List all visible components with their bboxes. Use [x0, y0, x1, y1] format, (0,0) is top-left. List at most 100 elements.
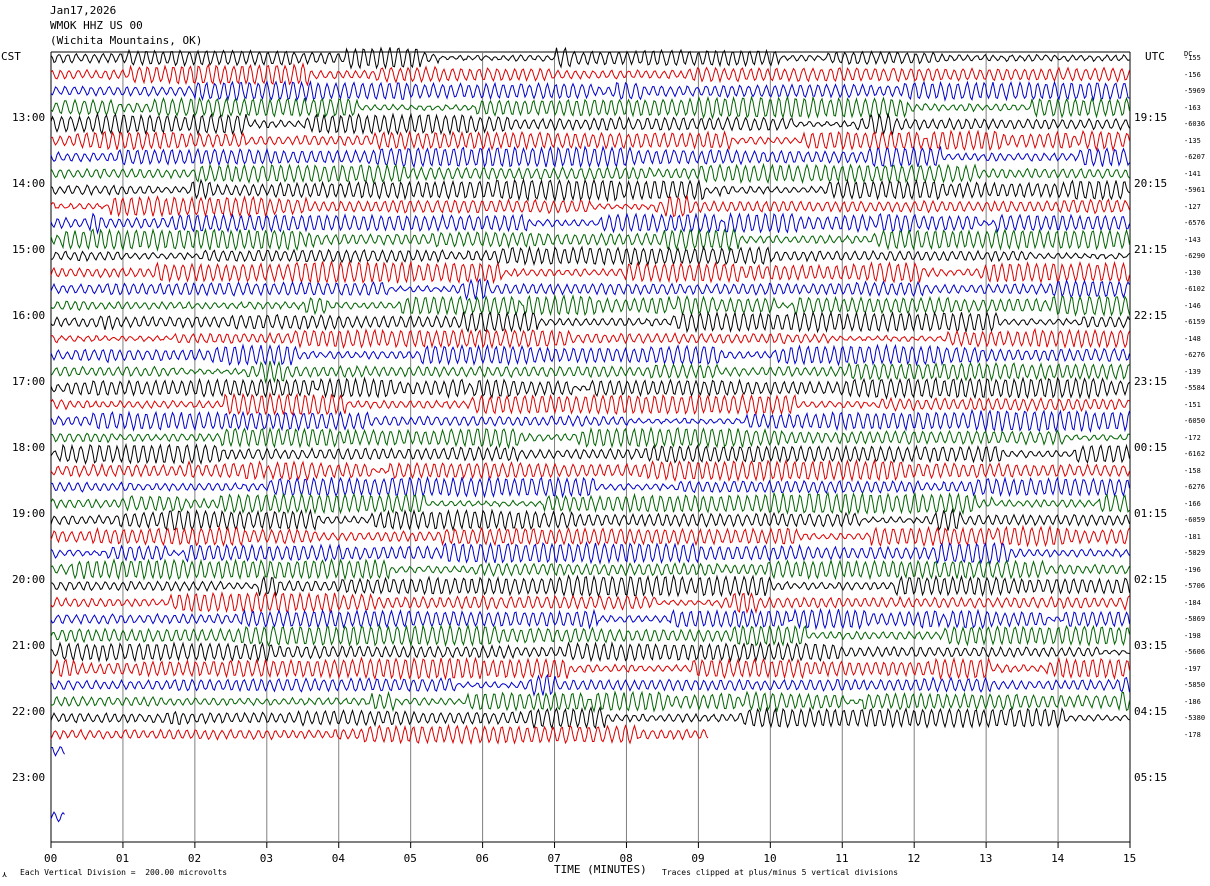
seismic-trace	[50, 227, 1130, 252]
partial-seismic-trace	[50, 811, 65, 823]
seismic-trace	[50, 46, 1130, 70]
seismic-trace	[50, 623, 1130, 648]
x-tick-label: 04	[331, 852, 345, 865]
seismic-trace	[50, 408, 1130, 434]
seismic-trace	[50, 690, 1130, 714]
dc-offset-label: -135	[1184, 136, 1201, 145]
left-hour-label: 22:00	[12, 705, 46, 718]
seismic-trace	[50, 259, 1130, 286]
seismic-traces	[50, 46, 1130, 823]
seismic-trace	[50, 391, 1130, 417]
dc-offset-label: -6207	[1184, 153, 1206, 161]
seismic-trace	[50, 195, 1130, 218]
seismic-trace	[50, 426, 1130, 450]
dc-offset-label: -5869	[1184, 615, 1206, 623]
dc-offset-label: -5969	[1184, 87, 1206, 95]
right-hour-label: 02:15	[1134, 573, 1168, 586]
clip-note: Traces clipped at plus/minus 5 vertical …	[662, 868, 899, 877]
seismic-trace	[50, 294, 1130, 317]
dc-offset-label: -5961	[1184, 186, 1206, 194]
dc-offset-label: -5829	[1184, 549, 1206, 557]
dc-offset-label: -181	[1184, 532, 1201, 541]
dc-offset-label: -5380	[1184, 714, 1206, 722]
seismic-trace	[51, 475, 1130, 499]
partial-seismic-trace	[51, 746, 65, 757]
dc-offset-label: -139	[1184, 367, 1201, 376]
dc-offset-label: -130	[1184, 268, 1201, 277]
seismic-trace	[50, 360, 1130, 385]
dc-offset-label: -141	[1184, 169, 1201, 178]
x-tick-label: 14	[1051, 852, 1065, 865]
x-tick-label: 08	[619, 852, 633, 865]
seismic-trace	[50, 343, 1130, 367]
dc-offset-label: -6050	[1184, 417, 1206, 425]
left-hour-label: 19:00	[12, 507, 46, 520]
x-tick-label: 01	[115, 852, 130, 865]
left-hour-label: 18:00	[12, 441, 46, 454]
dc-offset-label: -6576	[1184, 219, 1206, 227]
right-hour-label: 00:15	[1134, 441, 1168, 454]
seismic-trace	[50, 607, 1130, 631]
seismic-trace	[50, 557, 1130, 581]
dc-offset-label: -6102	[1184, 285, 1206, 293]
dc-offset-label: -196	[1184, 565, 1201, 574]
right-timezone-label: UTC	[1145, 50, 1165, 63]
dc-offset-label: -146	[1184, 301, 1201, 310]
dc-offset-label: -5706	[1184, 582, 1206, 590]
x-tick-label: 07	[547, 852, 561, 865]
left-hour-label: 21:00	[12, 639, 46, 652]
dc-offset-label: -127	[1184, 202, 1201, 211]
seismic-trace	[50, 507, 1130, 532]
seismic-trace	[50, 327, 1130, 350]
seismic-trace	[50, 524, 1130, 548]
seismic-trace	[50, 673, 1130, 697]
seismic-trace	[50, 491, 1130, 516]
footer-mark: ⋏	[2, 870, 7, 879]
dc-offset-label: -6276	[1184, 351, 1206, 359]
seismic-trace	[50, 541, 1130, 565]
right-hour-label: 21:15	[1134, 243, 1168, 256]
x-tick-label: 11	[835, 852, 849, 865]
dc-offset-label: -5850	[1184, 681, 1206, 689]
left-hour-label: 16:00	[12, 309, 46, 322]
dc-offset-label: -197	[1184, 664, 1201, 673]
minute-gridlines	[50, 51, 1131, 848]
right-hour-label: 23:15	[1134, 375, 1168, 388]
seismic-trace	[50, 62, 1130, 87]
dc-offset-label: -156	[1184, 70, 1201, 79]
seismic-trace	[50, 641, 1130, 663]
right-hour-label: 22:15	[1134, 309, 1168, 322]
seismic-trace	[50, 111, 1130, 136]
header-date: Jan17,2026	[50, 4, 117, 17]
x-tick-label: 05	[403, 852, 417, 865]
dc-offset-label: -158	[1184, 466, 1201, 475]
dc-offset-label: -155	[1184, 54, 1201, 62]
seismic-trace	[50, 245, 1130, 267]
left-hour-label: 23:00	[12, 771, 46, 784]
x-tick-label: 06	[475, 852, 489, 865]
seismic-trace	[50, 129, 1130, 153]
seismic-trace	[50, 79, 1130, 103]
seismic-trace	[50, 310, 1130, 334]
seismic-trace	[50, 145, 1130, 169]
vertical-division-note: Each Vertical Division = 200.00 microvol…	[20, 868, 228, 877]
seismic-trace	[50, 177, 1130, 203]
x-tick-label: 13	[979, 852, 993, 865]
left-hour-label: 17:00	[12, 375, 46, 388]
seismic-trace	[50, 211, 1130, 235]
dc-offset-label: -6276	[1184, 483, 1206, 491]
seismic-trace	[50, 458, 1130, 483]
left-hour-label: 14:00	[12, 177, 46, 190]
x-tick-label: 00	[44, 852, 58, 865]
seismic-trace	[50, 591, 1130, 614]
dc-column-label: DC	[1184, 50, 1193, 58]
right-hour-label: 20:15	[1134, 177, 1168, 190]
x-axis-label: TIME (MINUTES)	[554, 863, 647, 876]
x-tick-label: 02	[187, 852, 202, 865]
seismic-trace	[50, 706, 1130, 730]
dc-offset-label: -163	[1184, 103, 1201, 112]
seismic-trace	[50, 573, 1130, 598]
dc-offset-label: -5606	[1184, 648, 1206, 656]
x-tick-label: 15	[1123, 852, 1137, 865]
